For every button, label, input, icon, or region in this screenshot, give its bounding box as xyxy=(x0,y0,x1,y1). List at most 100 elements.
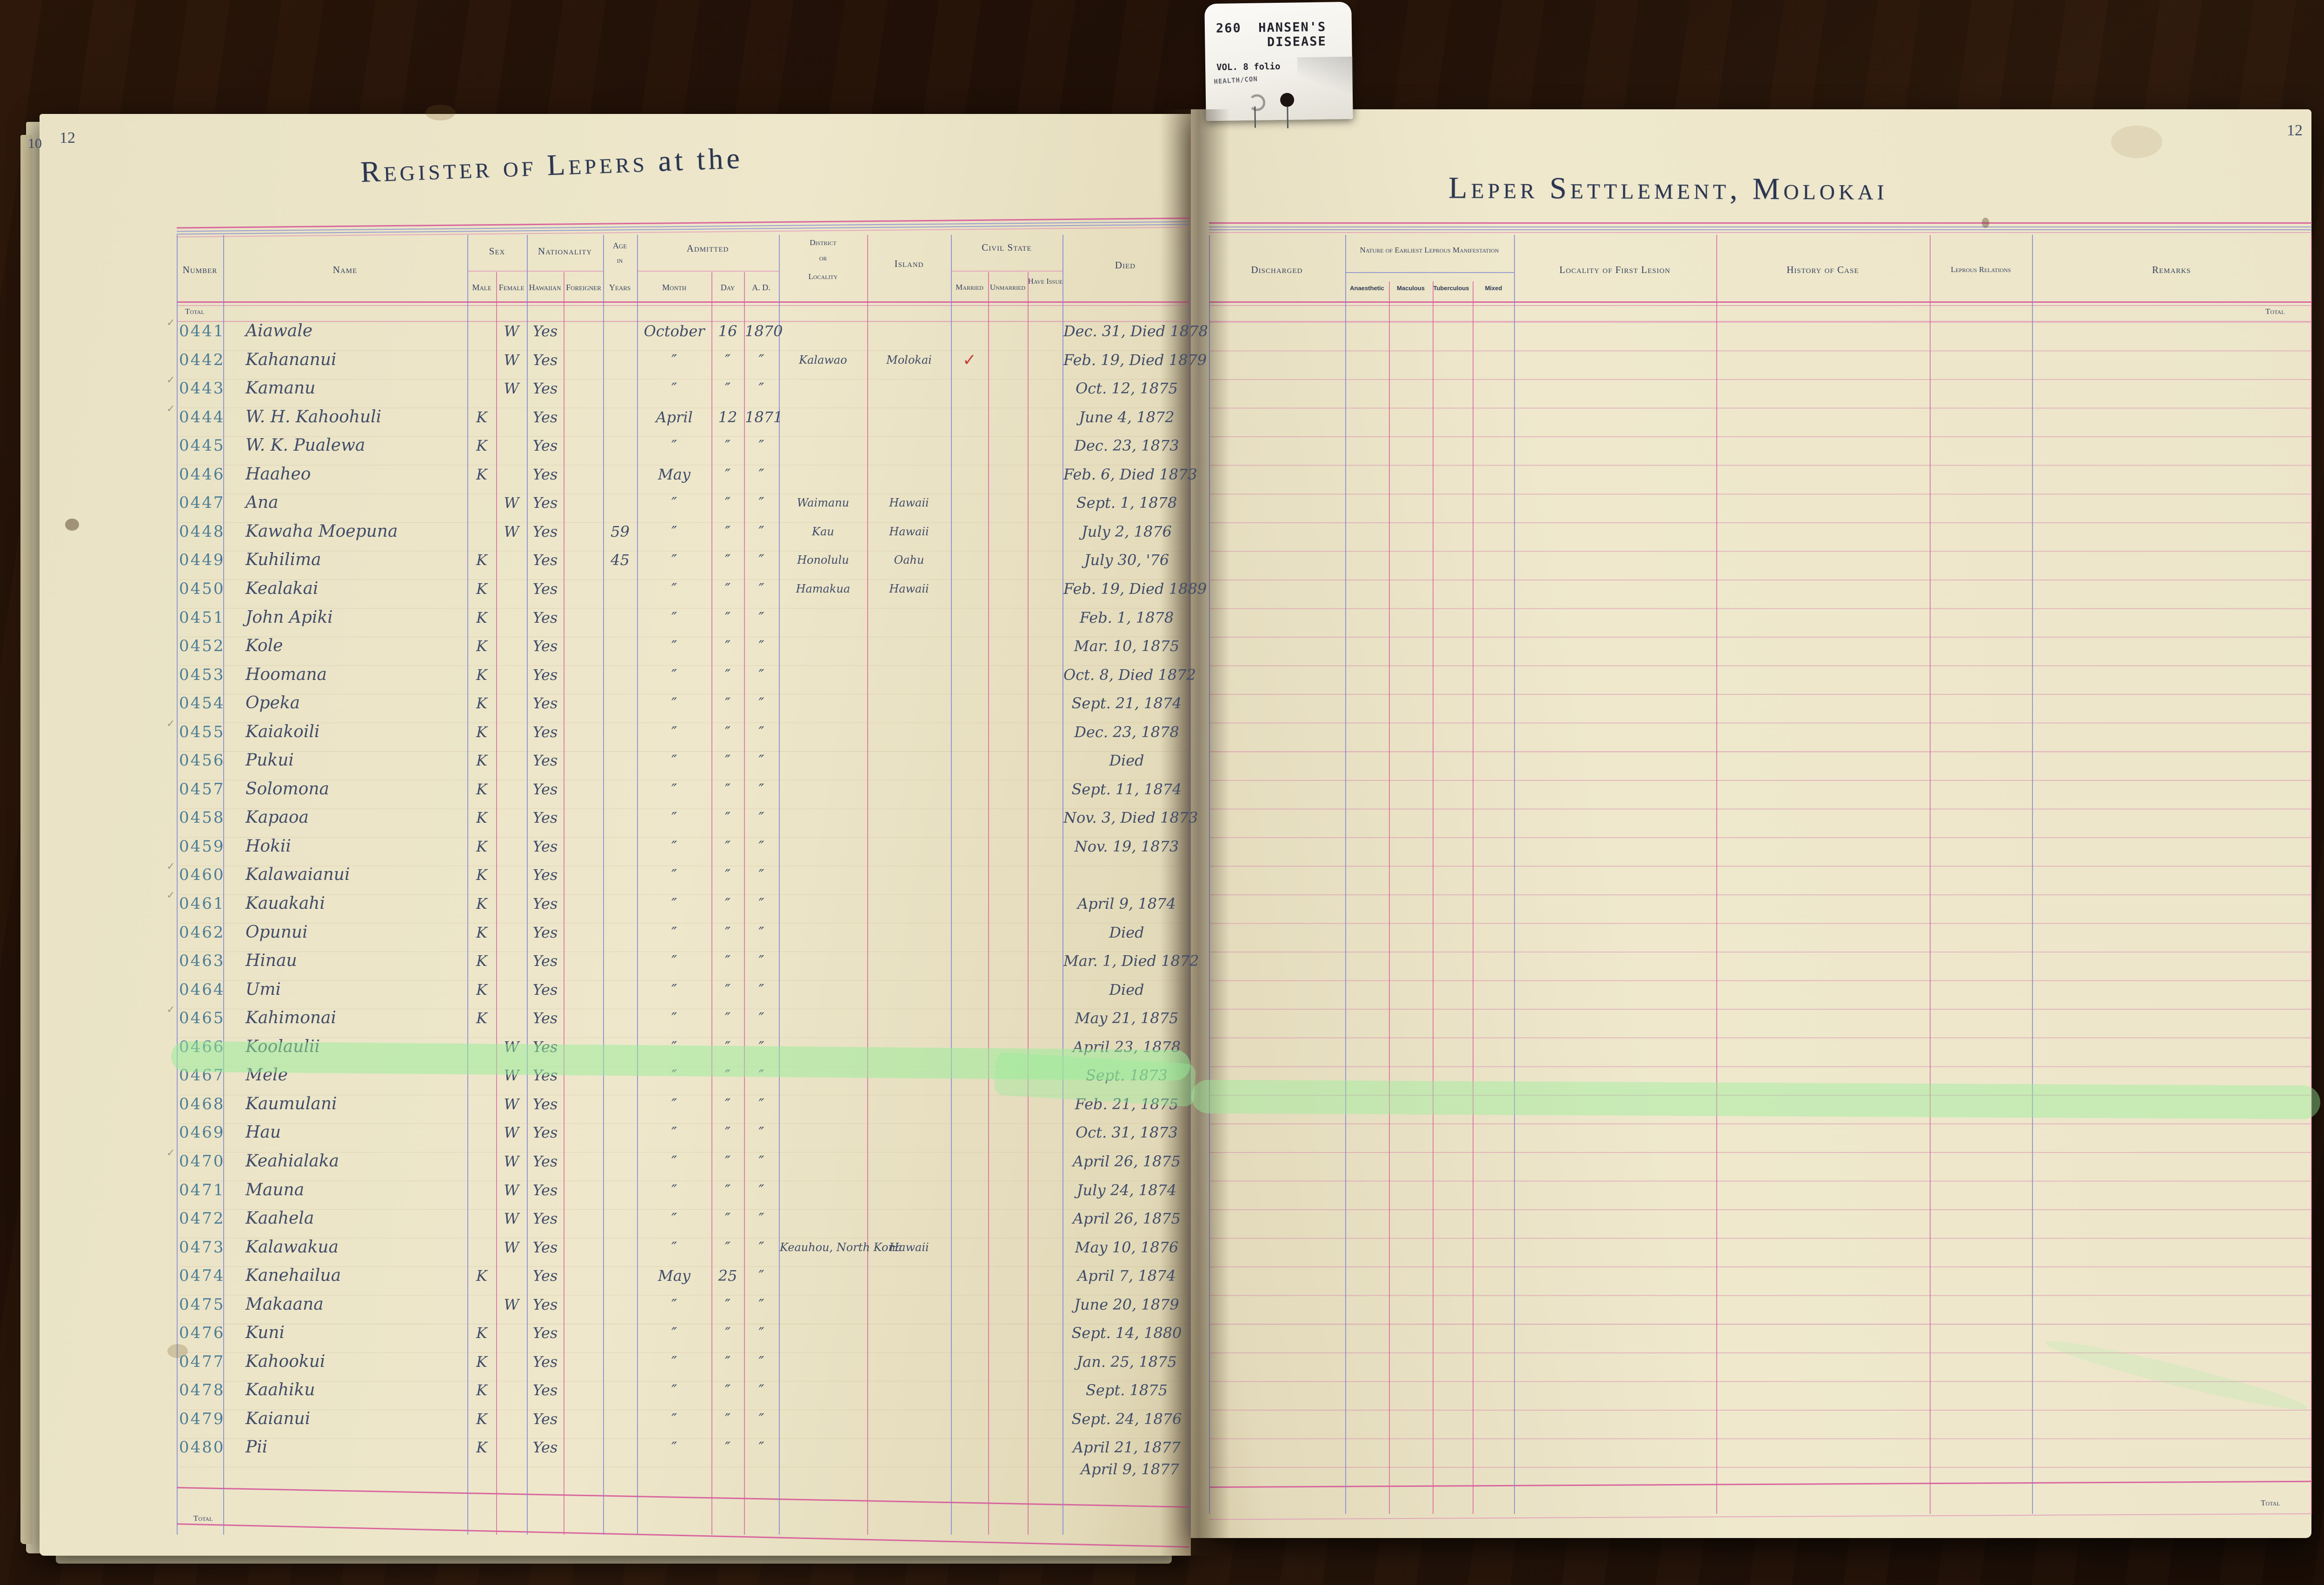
cell-num: 0463 xyxy=(179,952,225,971)
cell-num: 0451 xyxy=(179,608,225,627)
cell-died: Sept. 24, 1876 xyxy=(1071,1410,1182,1428)
cell-yr: ″ xyxy=(758,608,764,626)
cell-male: K xyxy=(476,694,487,713)
cell-mo: ″ xyxy=(671,380,677,398)
cell-dist: Honolulu xyxy=(797,553,849,567)
cell-name: Kapaoa xyxy=(246,808,309,827)
col-header-ad: A. D. xyxy=(752,283,770,292)
cell-male: K xyxy=(476,1381,487,1399)
cell-dy: ″ xyxy=(725,723,730,741)
cell-yr: ″ xyxy=(758,1438,764,1457)
cell-haw: Yes xyxy=(532,1438,558,1457)
cell-haw: Yes xyxy=(532,666,558,684)
cell-name: Kahimonai xyxy=(246,1008,337,1028)
cell-mo: ″ xyxy=(671,1410,677,1428)
table-row: ✓ 0461 Kauakahi K Yes ″ ″ ″ April 9, 1874 xyxy=(166,889,1193,918)
cell-name: Kuhilima xyxy=(246,550,321,570)
cell-died: Nov. 19, 1873 xyxy=(1074,837,1179,855)
margin-tick: ✓ xyxy=(166,860,175,872)
table-row: 0480 Pii K Yes ″ ″ ″ April 21, 1877 xyxy=(177,1433,1193,1462)
cell-yr: ″ xyxy=(758,522,764,540)
pin-stem xyxy=(1254,106,1256,128)
cell-dy: ″ xyxy=(725,465,730,483)
cell-dy: ″ xyxy=(725,952,730,970)
cell-name: Kaumulani xyxy=(246,1094,337,1113)
cell-name: Kauakahi xyxy=(246,894,325,913)
col-header-leprous-relations: Leprous Relations xyxy=(1951,265,2011,274)
cell-dy: ″ xyxy=(725,980,730,999)
cell-male: K xyxy=(476,752,487,770)
cell-mo: ″ xyxy=(671,980,677,999)
col-header-age-years: Years xyxy=(609,283,631,292)
col-header-discharged: Discharged xyxy=(1251,264,1303,275)
cell-mo: ″ xyxy=(671,1381,677,1399)
cell-mo: ″ xyxy=(671,637,677,655)
cell-mo: ″ xyxy=(671,923,677,941)
col-header-tuberculous: Tuberculous xyxy=(1433,285,1469,292)
cell-dy: ″ xyxy=(725,437,730,455)
cell-died: June 4, 1872 xyxy=(1079,408,1175,426)
highlight-stripe-right[interactable] xyxy=(1191,1079,2321,1119)
cell-male: K xyxy=(476,1009,487,1027)
right-page-title: Leper Settlement, Molokai xyxy=(1448,171,1888,206)
rule xyxy=(177,321,1189,322)
col-header-district-locality: Locality xyxy=(808,272,838,281)
column-rule xyxy=(711,272,712,1535)
cell-dy: ″ xyxy=(725,837,730,855)
cell-died: July 2, 1876 xyxy=(1081,522,1172,540)
cell-haw: Yes xyxy=(532,837,558,855)
table-row: 0464 Umi K Yes ″ ″ ″ Died xyxy=(177,975,1193,1004)
rule xyxy=(951,271,1062,272)
cell-num: 0462 xyxy=(179,923,225,942)
col-header-island: Island xyxy=(894,258,924,269)
cell-haw: Yes xyxy=(532,322,558,340)
cell-haw: Yes xyxy=(532,551,558,569)
cell-female: W xyxy=(504,1124,519,1142)
cell-dy: ″ xyxy=(725,551,730,569)
cell-yr: ″ xyxy=(758,952,764,970)
cell-mo: ″ xyxy=(671,1124,677,1142)
rule xyxy=(177,301,1189,303)
cell-yr: ″ xyxy=(758,437,764,455)
cell-name: Umi xyxy=(246,979,281,999)
col-header-have-issue: Have Issue xyxy=(1028,277,1063,286)
cell-died: Sept. 14, 1880 xyxy=(1071,1324,1182,1342)
cell-died: Sept. 11, 1874 xyxy=(1071,780,1182,798)
cell-died: May 10, 1876 xyxy=(1075,1238,1179,1256)
cell-yr: ″ xyxy=(758,1324,764,1342)
cell-name: Kaiakoili xyxy=(246,722,320,741)
cell-num: 0446 xyxy=(179,465,225,484)
cell-num: 0442 xyxy=(179,350,225,369)
cell-dy: 25 xyxy=(718,1267,737,1285)
cell-female: W xyxy=(504,380,519,398)
col-header-district: District xyxy=(810,238,837,247)
cell-mo: ″ xyxy=(671,1095,677,1113)
cell-mo: ″ xyxy=(671,1295,677,1313)
cell-died: July 24, 1874 xyxy=(1076,1181,1177,1199)
rule xyxy=(1209,301,2312,303)
cell-name: Kamanu xyxy=(246,379,316,398)
cell-haw: Yes xyxy=(532,579,558,598)
cell-dy: ″ xyxy=(725,694,730,713)
margin-tick: ✓ xyxy=(166,317,175,328)
cell-mar: ✓ xyxy=(962,350,977,369)
cell-haw: Yes xyxy=(532,522,558,540)
col-header-name: Name xyxy=(332,264,358,275)
stain xyxy=(167,1344,188,1358)
col-header-age-in: in xyxy=(617,256,623,265)
cell-haw: Yes xyxy=(532,1352,558,1371)
cell-mo: ″ xyxy=(671,837,677,855)
column-rule xyxy=(867,235,868,1535)
table-row: ✓ 0455 Kaiakoili K Yes ″ ″ ″ Dec. 23, 1878 xyxy=(166,718,1193,746)
table-row: 0475 Makaana W Yes ″ ″ ″ June 20, 1879 xyxy=(177,1290,1193,1319)
cell-name: Opunui xyxy=(246,922,308,942)
index-tab[interactable]: 260 HANSEN'S DISEASE VOL. 8 folio HEALTH… xyxy=(1204,1,1354,128)
table-row: 0452 Kole K Yes ″ ″ ″ Mar. 10, 1875 xyxy=(177,632,1193,660)
col-header-nationality: Nationality xyxy=(538,246,592,257)
cell-yr: ″ xyxy=(758,1124,764,1142)
table-row: 0447 Ana W Yes ″ ″ ″ Waimanu Hawaii Sept. 1, 1878 xyxy=(177,488,1193,517)
cell-male: K xyxy=(476,408,487,426)
cell-died: Jan. 25, 1875 xyxy=(1076,1352,1177,1371)
tab-department: HEALTH/CON xyxy=(1214,75,1258,86)
